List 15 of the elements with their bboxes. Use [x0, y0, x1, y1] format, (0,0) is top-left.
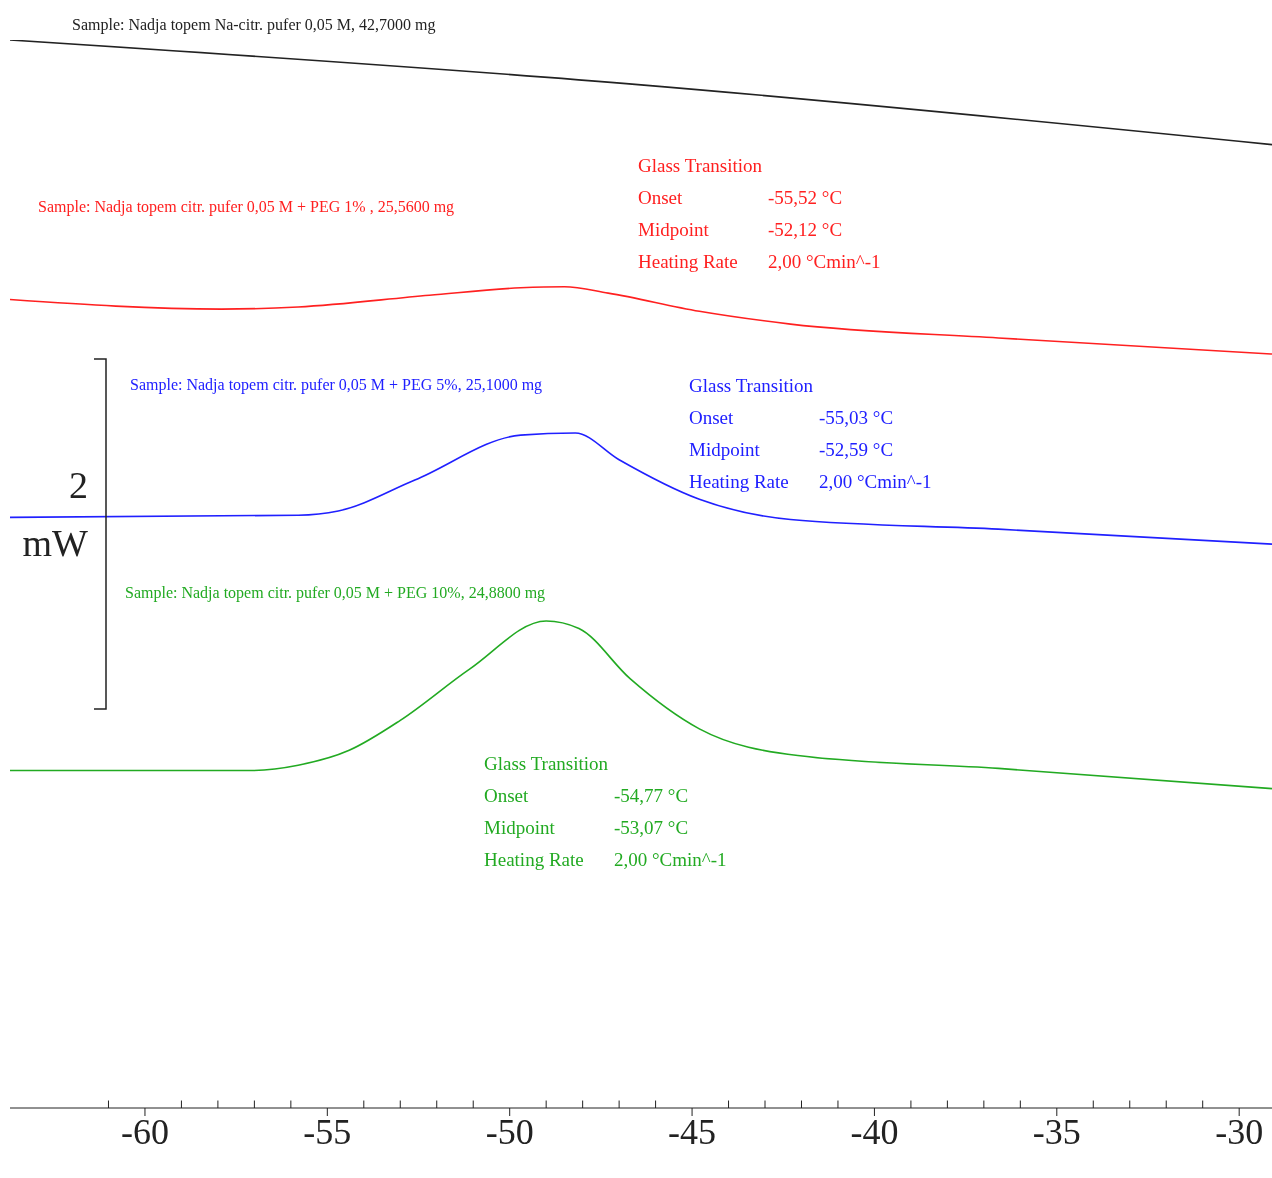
x-tick-label: -30 — [1215, 1111, 1264, 1152]
x-tick-label: -35 — [1032, 1111, 1081, 1152]
text: Glass Transition Onset -55,03 °C Midpoint -52,59 °C Heating Rate 2,00 °Cmin^-1 — [689, 375, 932, 492]
series-label: Sample: Nadja topem citr. pufer 0,05 M + PEG 10%, 24,8800 mg — [125, 584, 546, 602]
text: Glass Transition Onset -55,52 °C Midpoint -52,12 °C Heating Rate 2,00 °Cmin^-1 — [638, 155, 881, 272]
text: Sample: Nadja topem citr. pufer 0,05 M + PEG 5%, 25,1000 mg — [130, 376, 543, 394]
x-tick-label: -40 — [850, 1111, 899, 1152]
annotation: 2 mW — [21, 463, 88, 566]
x-tick-label: -60 — [120, 1111, 169, 1152]
series-label: Sample: Nadja topem Na-citr. pufer 0,05 M, 42,7000 mg — [72, 16, 436, 34]
x-tick-label: -55 — [303, 1111, 352, 1152]
x-tick-label: -50 — [485, 1111, 534, 1152]
x-tick-label: -45 — [668, 1111, 717, 1152]
text: Sample: Nadja topem citr. pufer 0,05 M + PEG 1% , 25,5600 mg — [38, 198, 455, 216]
text: Glass Transition Onset -54,77 °C Midpoint -53,07 °C Heating Rate 2,00 °Cmin^-1 — [484, 753, 727, 870]
